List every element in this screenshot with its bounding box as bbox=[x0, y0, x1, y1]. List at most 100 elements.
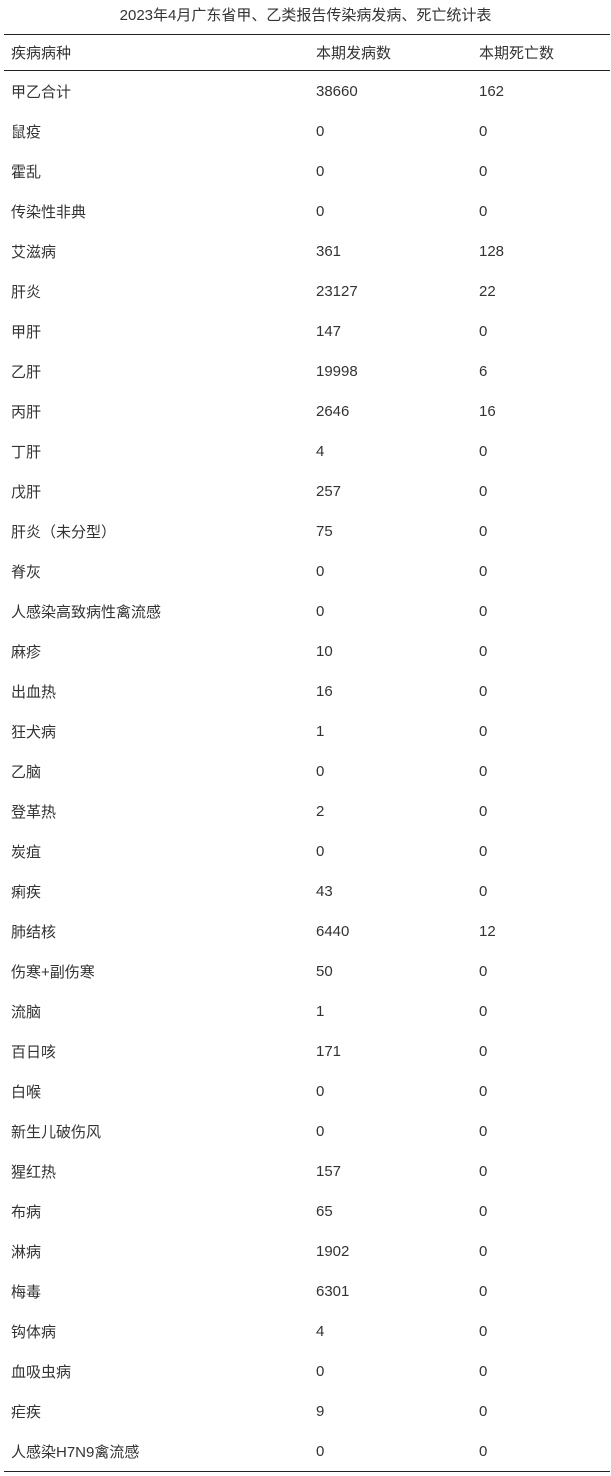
table-row: 血吸虫病 0 0 bbox=[4, 1351, 610, 1391]
table-row: 炭疽 0 0 bbox=[4, 831, 610, 871]
header-disease: 疾病病种 bbox=[11, 45, 72, 62]
table-row: 甲肝 147 0 bbox=[4, 311, 610, 351]
table-row: 甲乙合计 38660 162 bbox=[4, 71, 610, 112]
disease-name: 乙肝 bbox=[11, 363, 42, 381]
case-count: 0 bbox=[316, 842, 325, 860]
table-row: 伤寒+副伤寒 50 0 bbox=[4, 951, 610, 991]
death-count: 0 bbox=[479, 602, 488, 620]
disease-name: 白喉 bbox=[11, 1083, 42, 1101]
death-count: 162 bbox=[479, 82, 505, 100]
case-count: 16 bbox=[316, 682, 333, 700]
case-count: 157 bbox=[316, 1162, 342, 1180]
table-row: 肝炎（未分型） 75 0 bbox=[4, 511, 610, 551]
case-count: 0 bbox=[316, 562, 325, 580]
table-row: 痢疾 43 0 bbox=[4, 871, 610, 911]
death-count: 12 bbox=[479, 922, 496, 940]
table-row: 疟疾 9 0 bbox=[4, 1391, 610, 1431]
case-count: 6440 bbox=[316, 922, 350, 940]
death-count: 16 bbox=[479, 402, 496, 420]
death-count: 0 bbox=[479, 802, 488, 820]
death-count: 0 bbox=[479, 642, 488, 660]
case-count: 4 bbox=[316, 442, 325, 460]
disease-name: 疟疾 bbox=[11, 1403, 42, 1421]
table-row: 新生儿破伤风 0 0 bbox=[4, 1111, 610, 1151]
case-count: 9 bbox=[316, 1402, 325, 1420]
table-row: 霍乱 0 0 bbox=[4, 151, 610, 191]
case-count: 38660 bbox=[316, 82, 358, 100]
disease-name: 伤寒+副伤寒 bbox=[11, 963, 95, 981]
case-count: 257 bbox=[316, 482, 342, 500]
table-row: 猩红热 157 0 bbox=[4, 1151, 610, 1191]
case-count: 4 bbox=[316, 1322, 325, 1340]
case-count: 0 bbox=[316, 1122, 325, 1140]
disease-name: 传染性非典 bbox=[11, 203, 87, 221]
case-count: 43 bbox=[316, 882, 333, 900]
death-count: 0 bbox=[479, 1362, 488, 1380]
disease-name: 登革热 bbox=[11, 803, 57, 821]
table-title: 2023年4月广东省甲、乙类报告传染病发病、死亡统计表 bbox=[119, 7, 492, 24]
death-count: 128 bbox=[479, 242, 505, 260]
case-count: 2646 bbox=[316, 402, 350, 420]
table-row: 梅毒 6301 0 bbox=[4, 1271, 610, 1311]
disease-name: 脊灰 bbox=[11, 563, 42, 581]
death-count: 0 bbox=[479, 962, 488, 980]
table-row: 出血热 16 0 bbox=[4, 671, 610, 711]
disease-name: 戊肝 bbox=[11, 483, 42, 501]
header-deaths: 本期死亡数 bbox=[479, 45, 555, 62]
disease-name: 出血热 bbox=[11, 683, 57, 701]
case-count: 1 bbox=[316, 1002, 325, 1020]
disease-name: 新生儿破伤风 bbox=[11, 1123, 102, 1141]
disease-name: 丁肝 bbox=[11, 443, 42, 461]
disease-name: 艾滋病 bbox=[11, 243, 57, 261]
table-row: 肺结核 6440 12 bbox=[4, 911, 610, 951]
case-count: 65 bbox=[316, 1202, 333, 1220]
death-count: 0 bbox=[479, 682, 488, 700]
header-row: 疾病病种 本期发病数 本期死亡数 bbox=[4, 34, 610, 71]
table-row: 乙脑 0 0 bbox=[4, 751, 610, 791]
case-count: 171 bbox=[316, 1042, 342, 1060]
table-row: 白喉 0 0 bbox=[4, 1071, 610, 1111]
death-count: 0 bbox=[479, 122, 488, 140]
death-count: 22 bbox=[479, 282, 496, 300]
table-row: 布病 65 0 bbox=[4, 1191, 610, 1231]
table-row: 脊灰 0 0 bbox=[4, 551, 610, 591]
case-count: 10 bbox=[316, 642, 333, 660]
disease-name: 丙肝 bbox=[11, 403, 42, 421]
death-count: 0 bbox=[479, 482, 488, 500]
disease-name: 痢疾 bbox=[11, 883, 42, 901]
table-row: 狂犬病 1 0 bbox=[4, 711, 610, 751]
table-row: 百日咳 171 0 bbox=[4, 1031, 610, 1071]
disease-name: 鼠疫 bbox=[11, 123, 42, 141]
death-count: 0 bbox=[479, 842, 488, 860]
case-count: 361 bbox=[316, 242, 342, 260]
disease-name: 流脑 bbox=[11, 1003, 42, 1021]
case-count: 19998 bbox=[316, 362, 358, 380]
disease-name: 人感染高致病性禽流感 bbox=[11, 603, 162, 621]
table-row: 登革热 2 0 bbox=[4, 791, 610, 831]
disease-name: 甲肝 bbox=[11, 323, 42, 341]
death-count: 0 bbox=[479, 1082, 488, 1100]
death-count: 0 bbox=[479, 1322, 488, 1340]
death-count: 0 bbox=[479, 1402, 488, 1420]
death-count: 0 bbox=[479, 322, 488, 340]
case-count: 0 bbox=[316, 1442, 325, 1460]
case-count: 0 bbox=[316, 122, 325, 140]
case-count: 0 bbox=[316, 1362, 325, 1380]
disease-name: 甲乙合计 bbox=[11, 83, 72, 101]
death-count: 0 bbox=[479, 1202, 488, 1220]
case-count: 23127 bbox=[316, 282, 358, 300]
case-count: 1902 bbox=[316, 1242, 350, 1260]
table-row: 鼠疫 0 0 bbox=[4, 111, 610, 151]
table-row: 流脑 1 0 bbox=[4, 991, 610, 1031]
case-count: 6301 bbox=[316, 1282, 350, 1300]
case-count: 75 bbox=[316, 522, 333, 540]
case-count: 1 bbox=[316, 722, 325, 740]
disease-name: 钩体病 bbox=[11, 1323, 57, 1341]
case-count: 0 bbox=[316, 602, 325, 620]
table-row: 乙肝 19998 6 bbox=[4, 351, 610, 391]
table-row: 传染性非典 0 0 bbox=[4, 191, 610, 231]
table-row: 肝炎 23127 22 bbox=[4, 271, 610, 311]
disease-name: 梅毒 bbox=[11, 1283, 42, 1301]
table-row: 人感染H7N9禽流感 0 0 bbox=[4, 1431, 610, 1472]
disease-name: 狂犬病 bbox=[11, 723, 57, 741]
